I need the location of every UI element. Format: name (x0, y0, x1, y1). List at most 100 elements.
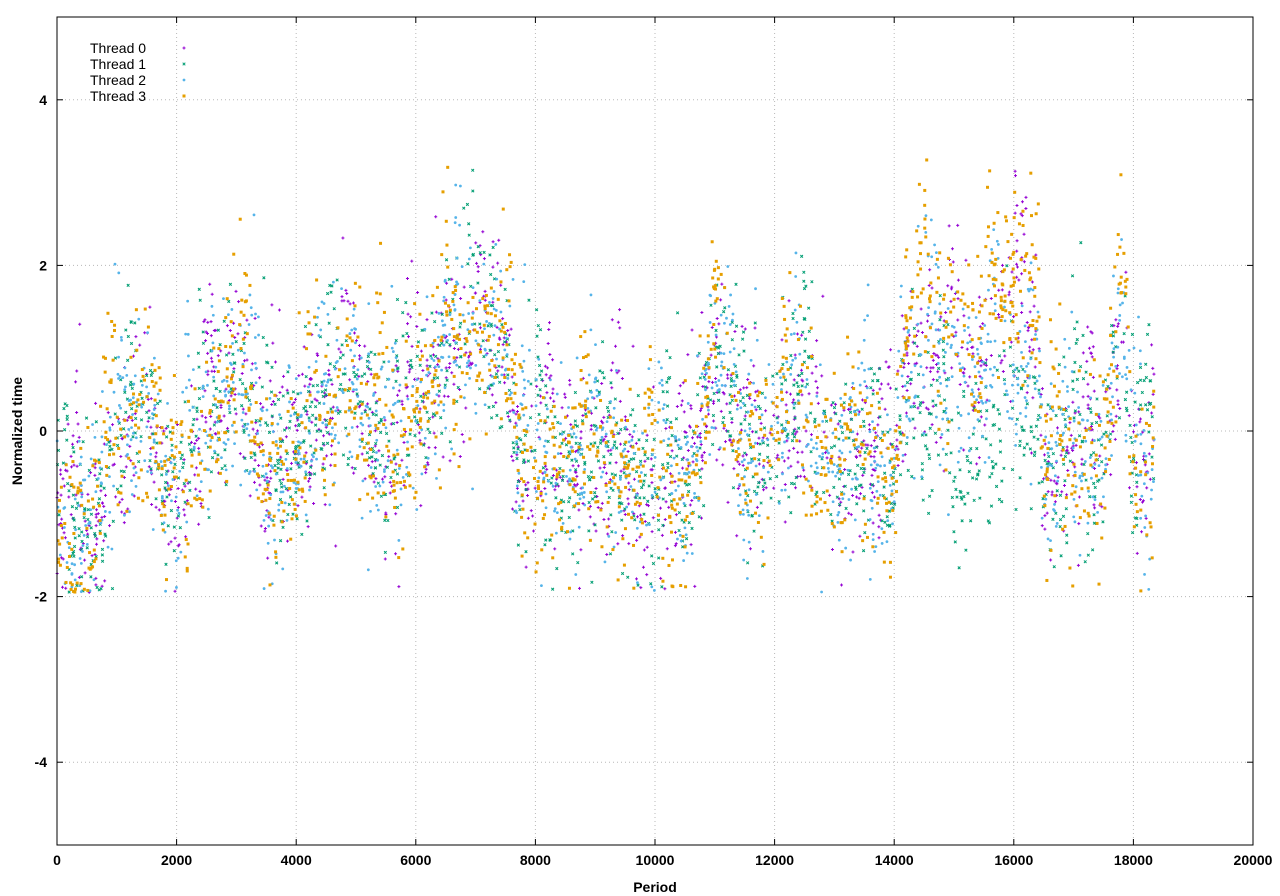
data-point (83, 519, 87, 523)
data-point (1040, 403, 1044, 407)
data-point (583, 467, 587, 471)
data-point (471, 487, 474, 491)
data-point (872, 455, 876, 459)
data-point (937, 341, 941, 345)
data-point (950, 375, 954, 379)
data-point (79, 575, 84, 579)
data-point (1032, 435, 1036, 439)
data-point (226, 438, 230, 441)
data-point (555, 392, 559, 396)
data-point (613, 440, 617, 444)
data-point (415, 324, 419, 328)
data-point (660, 585, 664, 589)
data-point (724, 440, 728, 444)
data-point (299, 457, 303, 461)
data-point (393, 401, 397, 405)
data-point (1047, 441, 1051, 445)
data-point (324, 418, 329, 423)
data-point (856, 366, 860, 370)
data-point (354, 341, 357, 345)
data-point (214, 386, 218, 391)
data-point (1108, 386, 1112, 390)
data-point (393, 496, 397, 500)
data-point (1067, 405, 1070, 409)
data-point (239, 483, 243, 487)
data-point (258, 483, 262, 487)
data-point (493, 375, 497, 379)
data-point (842, 492, 846, 496)
data-point (217, 347, 221, 351)
data-point (508, 304, 512, 308)
data-point (792, 406, 796, 410)
data-point (433, 446, 437, 450)
data-point (352, 471, 356, 475)
data-point (305, 399, 309, 403)
data-point (89, 512, 94, 516)
data-point (1039, 433, 1043, 437)
data-point (442, 343, 446, 347)
data-point (840, 451, 844, 455)
data-point (452, 347, 456, 351)
data-point (767, 363, 771, 366)
data-point (59, 493, 63, 497)
data-point (1018, 439, 1022, 443)
data-point (523, 531, 527, 535)
data-point (1145, 332, 1150, 337)
data-point (268, 583, 272, 587)
data-point (670, 433, 674, 438)
data-point (436, 335, 440, 339)
data-point (678, 533, 682, 537)
data-point (116, 372, 120, 376)
data-point (752, 489, 757, 494)
data-point (805, 382, 809, 386)
data-point (393, 341, 397, 345)
data-point (935, 378, 939, 383)
data-point (1058, 493, 1063, 497)
data-point (261, 464, 265, 468)
data-point (822, 430, 826, 434)
data-point (944, 351, 947, 354)
data-point (79, 561, 83, 565)
data-point (785, 360, 789, 364)
data-point (523, 263, 527, 267)
data-point (927, 456, 932, 461)
data-point (955, 495, 959, 499)
data-point (204, 420, 208, 424)
data-point (760, 391, 765, 395)
data-point (666, 465, 670, 470)
data-point (604, 432, 608, 436)
data-point (212, 369, 216, 373)
data-point (167, 484, 170, 488)
data-point (447, 355, 451, 359)
data-point (954, 487, 958, 492)
data-point (1093, 466, 1097, 470)
data-point (1043, 458, 1047, 463)
data-point (865, 446, 869, 451)
data-point (715, 317, 719, 321)
data-point (206, 373, 210, 377)
data-point (456, 347, 460, 351)
data-point (523, 433, 528, 438)
data-point (80, 484, 83, 487)
data-point (977, 295, 981, 299)
data-point (538, 437, 542, 441)
data-point (443, 386, 447, 390)
data-point (831, 431, 835, 435)
data-point (657, 528, 661, 532)
data-point (693, 496, 696, 500)
data-point (986, 185, 990, 189)
data-point (888, 427, 892, 431)
data-point (894, 447, 898, 450)
data-point (701, 417, 704, 421)
data-point (846, 335, 850, 339)
data-point (1148, 477, 1152, 481)
data-point (1066, 389, 1069, 393)
data-point (587, 500, 591, 505)
data-point (276, 466, 280, 470)
data-point (98, 472, 102, 476)
data-point (698, 475, 703, 479)
data-point (878, 387, 882, 391)
data-point (594, 376, 598, 380)
data-point (1103, 446, 1107, 450)
data-point (410, 394, 414, 398)
